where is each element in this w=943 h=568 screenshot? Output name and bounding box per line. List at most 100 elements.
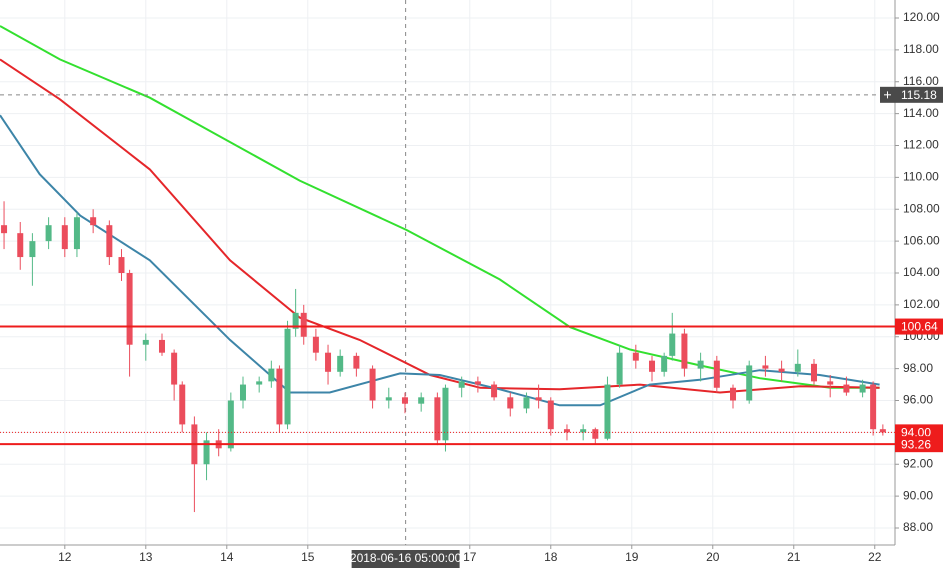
x-tick-label: 13: [139, 550, 153, 564]
y-tick-label: 116.00: [903, 74, 939, 88]
candle-body: [106, 225, 113, 258]
candle-body: [827, 381, 834, 385]
candle-body: [142, 339, 149, 345]
y-tick-label: 118.00: [903, 42, 939, 56]
y-tick-label: 92.00: [903, 456, 933, 470]
candle-body: [268, 368, 275, 382]
candle-body: [547, 400, 554, 430]
candle-body: [284, 328, 291, 425]
candle-body: [870, 384, 877, 430]
x-tick-label: 21: [787, 550, 801, 564]
candle-body: [369, 368, 376, 401]
candle-body: [563, 429, 570, 433]
y-tick-label: 110.00: [903, 170, 939, 184]
x-tick-label: 14: [220, 550, 234, 564]
price-tag-label: 100.64: [901, 320, 938, 334]
x-tick-label: 22: [868, 550, 882, 564]
candle-body: [491, 384, 498, 398]
candle-body: [843, 384, 850, 393]
candle-body: [239, 384, 246, 401]
candle-body: [713, 360, 720, 388]
candle-body: [256, 381, 263, 385]
candle-body: [474, 381, 481, 385]
candle-body: [632, 352, 639, 361]
candle-body: [401, 397, 408, 404]
y-tick-label: 120.00: [903, 10, 940, 24]
y-tick-label: 88.00: [903, 520, 933, 534]
candle-body: [649, 360, 656, 372]
candle-body: [29, 241, 36, 258]
crosshair-tag: [351, 550, 460, 568]
x-tick-label: 18: [544, 550, 558, 564]
candle-body: [158, 339, 165, 353]
candle-body: [458, 381, 465, 388]
candle-body: [312, 336, 319, 353]
price-tag-label: 93.26: [901, 437, 931, 451]
candle-body: [762, 365, 769, 369]
candle-body: [203, 440, 210, 465]
candle-body: [276, 368, 283, 425]
candle-body: [879, 429, 886, 433]
candle-body: [507, 397, 514, 409]
candle-body: [859, 384, 866, 393]
y-tick-label: 104.00: [903, 265, 940, 279]
candle-body: [442, 387, 449, 441]
x-tick-label: 20: [706, 550, 720, 564]
y-tick-label: 98.00: [903, 361, 933, 375]
moving-average: [0, 25, 880, 389]
price-tag-label: 115.18: [901, 88, 937, 102]
candle-body: [778, 368, 785, 372]
x-tick-label: 19: [625, 550, 639, 564]
y-tick-label: 106.00: [903, 233, 940, 247]
candle-body: [179, 384, 186, 425]
y-tick-label: 112.00: [903, 138, 939, 152]
candle-body: [746, 365, 753, 401]
y-tick-label: 108.00: [903, 201, 940, 215]
price-tag: [895, 318, 943, 335]
candle-body: [580, 429, 587, 433]
candle-body: [616, 352, 623, 385]
candle-body: [794, 363, 801, 372]
candle-body: [61, 225, 68, 250]
price-tag: [895, 86, 943, 103]
candle-body: [434, 397, 441, 441]
candle-body: [811, 363, 818, 382]
y-tick-label: 96.00: [903, 393, 933, 407]
candle-body: [118, 257, 125, 273]
candle-body: [669, 333, 676, 356]
x-tick-label: 15: [301, 550, 315, 564]
candle-body: [681, 333, 688, 369]
y-tick-label: 90.00: [903, 488, 933, 502]
candle-body: [604, 384, 611, 439]
x-tick-label: 17: [463, 550, 477, 564]
price-tag-label: 94.00: [901, 426, 931, 440]
crosshair-tag-label: 2018-06-16 05:00:00: [350, 551, 462, 565]
moving-average: [0, 114, 880, 407]
candle-body: [385, 397, 392, 401]
candle-body: [45, 225, 52, 242]
price-tag: [895, 436, 943, 453]
y-tick-label: 114.00: [903, 106, 939, 120]
candle-body: [730, 387, 737, 401]
candle-body: [73, 217, 80, 250]
x-tick-label: 12: [58, 550, 72, 564]
candle-body: [90, 217, 97, 226]
candle-body: [523, 397, 530, 409]
candle-body: [535, 397, 542, 401]
candle-body: [418, 397, 425, 404]
candle-body: [227, 400, 234, 449]
candle-body: [592, 429, 599, 439]
candle-body: [17, 233, 24, 258]
candle-body: [697, 360, 704, 369]
candle-body: [661, 355, 668, 372]
candle-body: [300, 312, 307, 337]
candle-body: [353, 355, 360, 369]
candle-body: [1, 225, 8, 234]
y-tick-label: 102.00: [903, 297, 940, 311]
candle-body: [325, 352, 332, 372]
candle-body: [337, 355, 344, 372]
candle-body: [171, 352, 178, 385]
candle-body: [126, 273, 133, 345]
candle-body: [292, 312, 299, 329]
